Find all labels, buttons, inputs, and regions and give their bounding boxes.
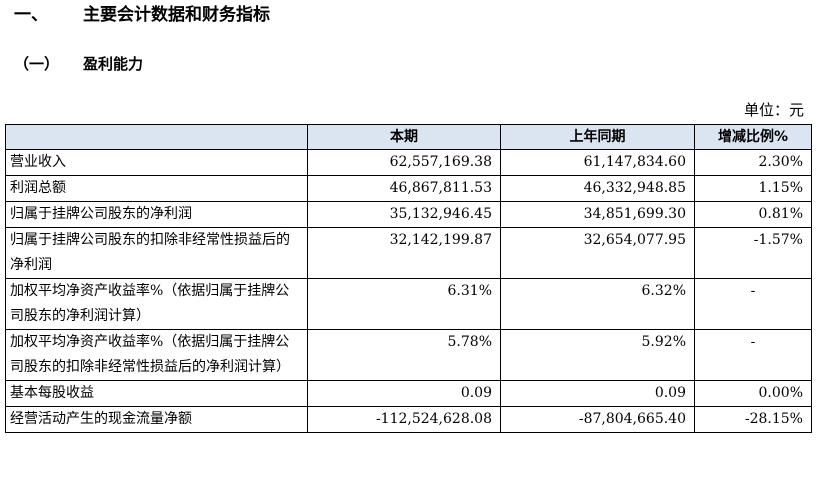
row-prior: 6.32%	[500, 278, 695, 330]
row-change: -	[694, 278, 812, 330]
section-heading: 一、 主要会计数据和财务指标	[14, 3, 270, 27]
header-current-period: 本期	[307, 124, 501, 150]
row-item: 加权平均净资产收益率%（依据归属于挂牌公司股东的扣除非经常性损益后的净利润计算）	[5, 329, 308, 381]
header-prior-period: 上年同期	[500, 124, 695, 150]
row-change: -1.57%	[694, 227, 812, 279]
row-prior: 32,654,077.95	[500, 227, 695, 279]
table-row: 利润总额 46,867,811.53 46,332,948.85 1.15%	[5, 175, 812, 202]
row-change: 0.00%	[694, 380, 812, 407]
section-number: 一、	[14, 5, 48, 25]
financial-indicators-table: 本期 上年同期 增减比例% 营业收入 62,557,169.38 61,147,…	[5, 124, 812, 433]
row-current: 32,142,199.87	[307, 227, 501, 279]
row-item: 经营活动产生的现金流量净额	[5, 406, 308, 433]
row-item: 利润总额	[5, 175, 308, 202]
row-change: -	[694, 329, 812, 381]
table-row: 营业收入 62,557,169.38 61,147,834.60 2.30%	[5, 149, 812, 176]
subsection-number: （一）	[14, 55, 60, 73]
row-item: 营业收入	[5, 149, 308, 176]
row-current: 62,557,169.38	[307, 149, 501, 176]
row-prior: 5.92%	[500, 329, 695, 381]
section-title: 主要会计数据和财务指标	[83, 5, 270, 25]
unit-label: 单位：元	[743, 101, 804, 119]
row-change: 0.81%	[694, 201, 812, 228]
row-change: 1.15%	[694, 175, 812, 202]
row-current: 0.09	[307, 380, 501, 407]
row-change: -28.15%	[694, 406, 812, 433]
row-prior: 0.09	[500, 380, 695, 407]
table-row: 基本每股收益 0.09 0.09 0.00%	[5, 380, 812, 407]
row-current: 35,132,946.45	[307, 201, 501, 228]
row-current: 5.78%	[307, 329, 501, 381]
row-item: 加权平均净资产收益率%（依据归属于挂牌公司股东的净利润计算）	[5, 278, 308, 330]
subsection-heading: （一） 盈利能力	[14, 53, 143, 75]
row-current: 6.31%	[307, 278, 501, 330]
row-prior: 34,851,699.30	[500, 201, 695, 228]
row-item: 归属于挂牌公司股东的扣除非经常性损益后的净利润	[5, 227, 308, 279]
table-header-row: 本期 上年同期 增减比例%	[5, 124, 812, 150]
row-prior: 61,147,834.60	[500, 149, 695, 176]
row-change: 2.30%	[694, 149, 812, 176]
row-prior: -87,804,665.40	[500, 406, 695, 433]
row-item: 归属于挂牌公司股东的净利润	[5, 201, 308, 228]
header-change-percent: 增减比例%	[694, 124, 812, 150]
row-current: 46,867,811.53	[307, 175, 501, 202]
table-row: 加权平均净资产收益率%（依据归属于挂牌公司股东的扣除非经常性损益后的净利润计算）…	[5, 329, 812, 381]
subsection-title: 盈利能力	[83, 55, 144, 73]
row-current: -112,524,628.08	[307, 406, 501, 433]
table-row: 归属于挂牌公司股东的净利润 35,132,946.45 34,851,699.3…	[5, 201, 812, 228]
row-prior: 46,332,948.85	[500, 175, 695, 202]
table-row: 加权平均净资产收益率%（依据归属于挂牌公司股东的净利润计算） 6.31% 6.3…	[5, 278, 812, 330]
table-row: 经营活动产生的现金流量净额 -112,524,628.08 -87,804,66…	[5, 406, 812, 433]
table-row: 归属于挂牌公司股东的扣除非经常性损益后的净利润 32,142,199.87 32…	[5, 227, 812, 279]
row-item: 基本每股收益	[5, 380, 308, 407]
header-item	[5, 124, 308, 150]
